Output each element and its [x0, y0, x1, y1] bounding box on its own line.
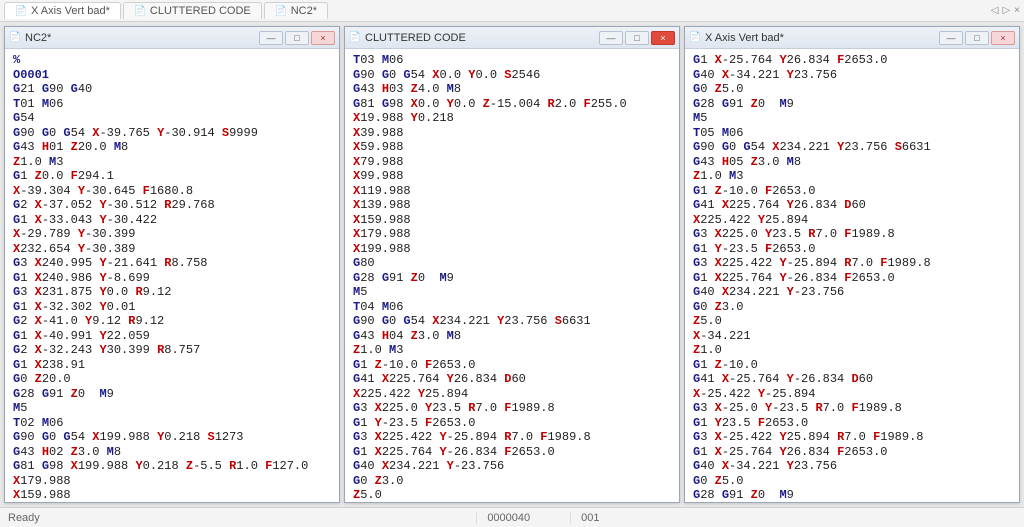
window-title: NC2*	[21, 32, 259, 44]
window-title: CLUTTERED CODE	[361, 32, 599, 44]
tab-prev-icon[interactable]: ◁	[991, 5, 999, 16]
minimize-icon[interactable]: —	[939, 31, 963, 45]
tab-next-icon[interactable]: ▷	[1002, 5, 1010, 16]
maximize-icon[interactable]: □	[625, 31, 649, 45]
file-icon: 📄	[275, 5, 287, 17]
editor-window: 📄X Axis Vert bad*—□×G1 X-25.764 Y26.834 …	[684, 26, 1020, 503]
window-buttons: —□×	[259, 31, 335, 45]
document-tab-label: NC2*	[291, 5, 317, 17]
status-ready: Ready	[8, 512, 40, 524]
status-column: 001	[570, 512, 609, 524]
file-icon: 📄	[15, 5, 27, 17]
tab-nav: ◁ ▷ ×	[991, 5, 1020, 16]
file-icon: 📄	[9, 32, 21, 44]
minimize-icon[interactable]: —	[599, 31, 623, 45]
editor-window: 📄CLUTTERED CODE—□×T03 M06G90 G0 G54 X0.0…	[344, 26, 680, 503]
document-tab[interactable]: 📄 X Axis Vert bad*	[4, 2, 121, 19]
maximize-icon[interactable]: □	[965, 31, 989, 45]
close-icon[interactable]: ×	[311, 31, 335, 45]
editor-window: 📄NC2*—□×%O0001G21 G90 G40T01 M06G54G90 G…	[4, 26, 340, 503]
window-titlebar[interactable]: 📄X Axis Vert bad*—□×	[685, 27, 1019, 49]
minimize-icon[interactable]: —	[259, 31, 283, 45]
file-icon: 📄	[689, 32, 701, 44]
window-buttons: —□×	[599, 31, 675, 45]
document-tab[interactable]: 📄 CLUTTERED CODE	[123, 2, 262, 19]
close-icon[interactable]: ×	[651, 31, 675, 45]
document-tab-label: CLUTTERED CODE	[150, 5, 251, 17]
code-editor[interactable]: T03 M06G90 G0 G54 X0.0 Y0.0 S2546G43 H03…	[345, 49, 679, 502]
workspace: 📄NC2*—□×%O0001G21 G90 G40T01 M06G54G90 G…	[0, 22, 1024, 507]
maximize-icon[interactable]: □	[285, 31, 309, 45]
window-titlebar[interactable]: 📄NC2*—□×	[5, 27, 339, 49]
close-icon[interactable]: ×	[991, 31, 1015, 45]
status-position: 0000040	[476, 512, 540, 524]
document-tab[interactable]: 📄 NC2*	[264, 2, 328, 19]
code-editor[interactable]: G1 X-25.764 Y26.834 F2653.0G40 X-34.221 …	[685, 49, 1019, 502]
status-bar: Ready 0000040 001	[0, 507, 1024, 527]
window-title: X Axis Vert bad*	[701, 32, 939, 44]
code-editor[interactable]: %O0001G21 G90 G40T01 M06G54G90 G0 G54 X-…	[5, 49, 339, 502]
tab-close-icon[interactable]: ×	[1014, 5, 1020, 16]
window-buttons: —□×	[939, 31, 1015, 45]
file-icon: 📄	[134, 5, 146, 17]
window-titlebar[interactable]: 📄CLUTTERED CODE—□×	[345, 27, 679, 49]
document-tabs: 📄 X Axis Vert bad* 📄 CLUTTERED CODE 📄 NC2* ◁ …	[0, 0, 1024, 22]
file-icon: 📄	[349, 32, 361, 44]
document-tab-label: X Axis Vert bad*	[31, 5, 110, 17]
